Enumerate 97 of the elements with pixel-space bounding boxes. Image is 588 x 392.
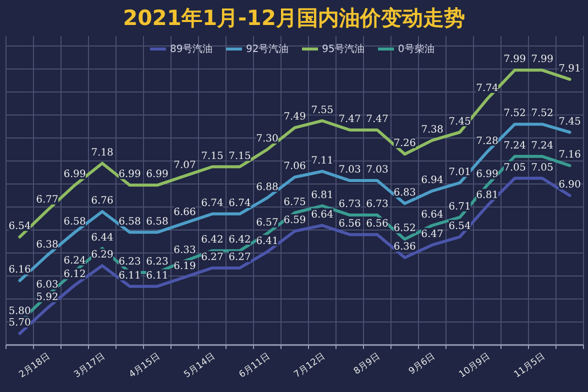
x-tick-label: 7月12日	[292, 352, 328, 380]
data-label: 7.15	[201, 150, 224, 162]
data-label: 6.38	[36, 239, 58, 250]
data-label: 6.74	[201, 198, 224, 209]
data-label: 7.15	[228, 150, 251, 162]
data-label: 6.42	[201, 234, 224, 246]
data-label: 6.81	[311, 190, 334, 201]
data-label: 6.75	[284, 196, 306, 208]
data-label: 6.88	[256, 182, 278, 193]
legend-label: 92号汽油	[246, 43, 289, 55]
data-label: 6.42	[228, 234, 251, 246]
data-label: 7.45	[448, 116, 471, 128]
data-label: 6.11	[146, 270, 168, 282]
data-label: 6.71	[448, 201, 471, 212]
data-label: 6.83	[394, 188, 416, 199]
data-label: 6.16	[8, 264, 31, 276]
data-label: 6.73	[338, 199, 361, 210]
data-label: 6.33	[174, 245, 196, 256]
x-tick-label: 11月5日	[512, 352, 548, 380]
data-label: 6.12	[64, 269, 86, 280]
data-label: 6.94	[421, 174, 444, 186]
data-label: 7.74	[476, 82, 498, 94]
data-label: 6.77	[36, 194, 58, 206]
data-label: 6.99	[146, 169, 168, 180]
legend-label: 0号柴油	[398, 43, 434, 55]
data-label: 7.55	[311, 104, 334, 116]
data-label: 6.47	[421, 228, 444, 240]
data-label: 7.11	[311, 155, 334, 166]
data-label: 6.64	[421, 209, 444, 220]
data-label: 7.05	[531, 162, 554, 174]
data-label: 6.44	[91, 232, 114, 244]
legend-label: 89号汽油	[170, 43, 213, 55]
data-label: 7.16	[558, 150, 581, 161]
data-label: 5.80	[8, 306, 31, 317]
data-label: 7.30	[256, 134, 278, 144]
x-tick-label: 9月6日	[407, 352, 438, 377]
data-label: 6.99	[118, 169, 141, 180]
data-label: 7.99	[504, 54, 526, 66]
data-label: 7.03	[366, 164, 388, 176]
data-label: 6.54	[448, 220, 471, 232]
data-label: 6.58	[64, 216, 86, 228]
chart-title: 2021年1月-12月国内油价变动走势	[123, 6, 465, 30]
data-label: 6.36	[394, 242, 416, 253]
x-tick-label: 10月9日	[458, 352, 492, 380]
data-label: 6.23	[118, 256, 141, 268]
data-label: 6.29	[91, 250, 114, 261]
data-label: 7.24	[504, 140, 526, 152]
data-label: 7.07	[174, 160, 196, 171]
data-label: 7.45	[558, 116, 581, 128]
data-label: 6.03	[36, 280, 58, 291]
data-label: 6.64	[311, 209, 334, 220]
legend-label: 95号汽油	[322, 43, 365, 55]
data-label: 6.74	[228, 198, 251, 209]
data-label: 6.57	[256, 217, 278, 228]
data-label: 7.49	[284, 112, 306, 123]
data-label: 7.24	[531, 140, 554, 152]
data-label: 6.58	[146, 216, 168, 228]
data-label: 7.47	[338, 114, 361, 125]
data-label: 6.24	[64, 255, 86, 266]
x-tick-label: 8月9日	[352, 352, 382, 377]
data-label: 7.26	[394, 138, 416, 150]
x-tick-label: 4月15日	[128, 352, 162, 380]
data-label: 6.99	[476, 169, 498, 180]
data-label: 6.27	[201, 252, 224, 263]
data-label: 6.27	[228, 252, 251, 263]
x-tick-label: 3月17日	[72, 352, 108, 380]
data-label: 6.54	[8, 220, 31, 232]
data-label: 6.11	[118, 270, 141, 282]
data-label: 7.52	[531, 108, 554, 120]
x-tick-label: 6月11日	[238, 352, 272, 380]
data-label: 7.28	[476, 136, 498, 147]
data-label: 6.73	[366, 199, 388, 210]
x-tick-label: 2月18日	[18, 352, 52, 380]
data-label: 6.66	[174, 207, 196, 218]
data-label: 6.41	[256, 236, 278, 247]
data-label: 6.59	[284, 215, 306, 226]
data-label: 7.06	[284, 161, 306, 172]
data-label: 7.18	[91, 147, 114, 158]
data-label: 7.38	[421, 124, 444, 136]
data-label: 7.03	[338, 164, 361, 176]
data-label: 6.58	[118, 216, 141, 228]
data-label: 7.91	[558, 63, 581, 74]
data-label: 7.52	[504, 108, 526, 120]
data-label: 7.47	[366, 114, 388, 125]
data-label: 7.01	[448, 166, 471, 178]
data-label: 6.90	[558, 180, 581, 190]
data-label: 6.99	[64, 169, 86, 180]
data-label: 6.52	[394, 223, 416, 234]
data-label: 6.19	[174, 261, 196, 272]
data-label: 7.05	[504, 162, 526, 174]
data-label: 7.99	[531, 54, 554, 66]
data-label: 6.56	[338, 218, 361, 230]
data-label: 6.76	[91, 196, 114, 207]
data-label: 6.23	[146, 256, 168, 268]
x-tick-label: 5月14日	[182, 352, 218, 380]
data-label: 6.81	[476, 190, 498, 201]
data-label: 6.56	[366, 218, 388, 230]
